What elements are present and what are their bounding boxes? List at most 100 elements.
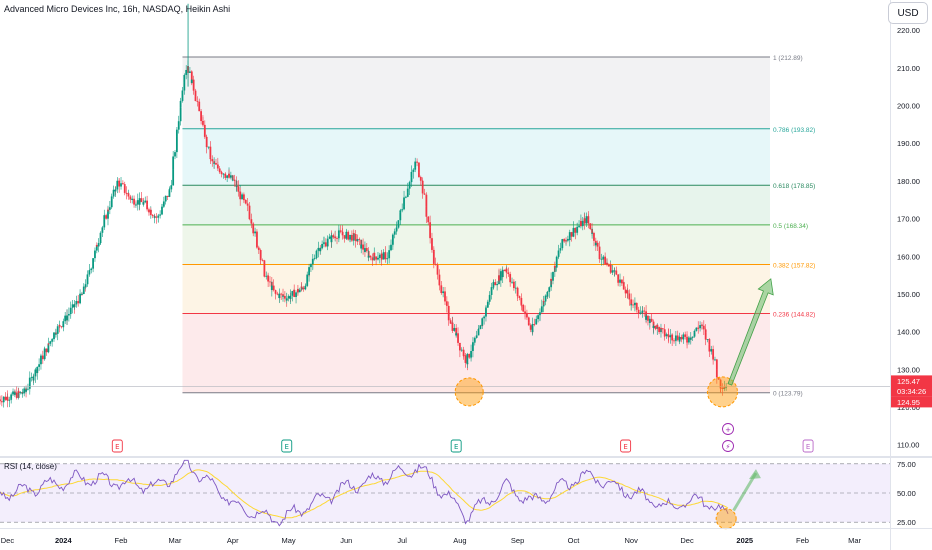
candle-body <box>218 168 221 173</box>
earnings-marker[interactable]: E <box>620 439 632 453</box>
candle-body <box>542 301 545 302</box>
candle-body <box>581 220 584 227</box>
candle-body <box>222 173 225 175</box>
candle-body <box>341 234 344 236</box>
candle-body <box>414 161 417 168</box>
time-tick-label: 2024 <box>55 536 73 545</box>
time-tick-label: Dec <box>680 536 694 545</box>
countdown-badge-text: 03:34:26 <box>897 387 926 396</box>
candle-body <box>82 286 85 295</box>
candle-body <box>174 152 176 157</box>
time-tick-label: May <box>282 536 296 545</box>
time-axis-border <box>0 528 932 529</box>
candle-body <box>516 287 519 295</box>
split-icon[interactable]: ⚡ <box>722 440 734 452</box>
candle-body <box>552 271 554 281</box>
earnings-marker[interactable]: E <box>802 439 814 453</box>
candle-body <box>349 234 351 237</box>
candle-body <box>270 285 273 290</box>
candle-body <box>75 301 78 305</box>
rsi-title: RSI (14, close) <box>4 462 57 471</box>
candle-body <box>540 306 543 313</box>
candle-body <box>161 209 163 215</box>
candle-body <box>351 234 353 241</box>
candle-body <box>358 239 361 240</box>
candle-body <box>283 295 286 299</box>
candle-body <box>511 281 513 283</box>
candle-body <box>714 359 716 361</box>
candle-body <box>550 279 553 281</box>
currency-button[interactable]: USD <box>888 2 928 24</box>
candle-body <box>203 124 206 137</box>
candle-body <box>593 232 595 241</box>
candle-body <box>328 236 331 239</box>
candle-body <box>553 265 556 268</box>
candle-body <box>92 258 94 264</box>
candle-body <box>162 201 165 207</box>
candle-body <box>49 341 52 344</box>
price-tick-label: 190.00 <box>897 139 920 148</box>
candle-body <box>602 256 605 260</box>
candle-body <box>676 335 679 340</box>
candle-body <box>112 189 115 197</box>
candle-body <box>43 348 46 353</box>
candle-body <box>682 334 685 337</box>
candle-body <box>485 307 487 309</box>
pane-separator[interactable] <box>0 456 932 458</box>
time-tick-label: Dec <box>1 536 15 545</box>
candle-body <box>637 311 640 314</box>
candle-body <box>609 264 612 273</box>
candle-body <box>486 301 489 308</box>
candle-body <box>215 162 217 165</box>
candle-body <box>680 336 683 340</box>
candle-body <box>205 137 208 148</box>
candle-body <box>386 258 389 260</box>
candle-body <box>701 324 703 326</box>
candle-body <box>224 176 227 178</box>
rsi-panel <box>0 459 890 530</box>
candle-body <box>431 238 433 250</box>
candle-body <box>45 348 48 353</box>
candle-body <box>265 275 268 277</box>
candle-body <box>181 90 184 101</box>
candle-body <box>509 278 512 283</box>
candle-body <box>90 268 93 271</box>
candle-body <box>129 196 132 200</box>
candle-body <box>429 227 432 239</box>
event-markers[interactable]: E E E E E + ⚡ <box>111 423 814 453</box>
candle-body <box>671 334 674 341</box>
candle-body <box>438 274 441 286</box>
fib-band <box>182 185 770 225</box>
candle-body <box>172 156 175 170</box>
candle-body <box>684 334 687 337</box>
earnings-marker[interactable]: E <box>450 439 462 453</box>
price-tick-label: 180.00 <box>897 177 920 186</box>
candle-body <box>297 289 299 293</box>
candle-body <box>66 315 68 321</box>
candle-body <box>189 71 191 73</box>
candle-body <box>460 349 463 351</box>
candle-body <box>425 194 428 207</box>
candle-body <box>574 227 577 233</box>
earnings-marker[interactable]: E <box>281 439 293 453</box>
earnings-marker[interactable]: E <box>111 439 123 453</box>
dividend-icon[interactable]: + <box>722 423 734 435</box>
candle-body <box>107 209 109 219</box>
candle-body <box>360 244 363 249</box>
candle-body <box>135 204 137 206</box>
candle-body <box>229 175 232 178</box>
candle-body <box>2 396 5 400</box>
candle-body <box>442 291 445 294</box>
price-tick-label: 210.00 <box>897 64 920 73</box>
price-tick-label: 120.00 <box>897 403 920 412</box>
candle-body <box>712 349 715 359</box>
candle-body <box>97 243 100 247</box>
candle-body <box>319 248 322 252</box>
candle-body <box>356 239 359 242</box>
candle-body <box>10 394 13 399</box>
candle-body <box>723 387 726 389</box>
candle-body <box>38 364 41 367</box>
candle-body <box>598 253 601 260</box>
candle-body <box>81 294 83 295</box>
